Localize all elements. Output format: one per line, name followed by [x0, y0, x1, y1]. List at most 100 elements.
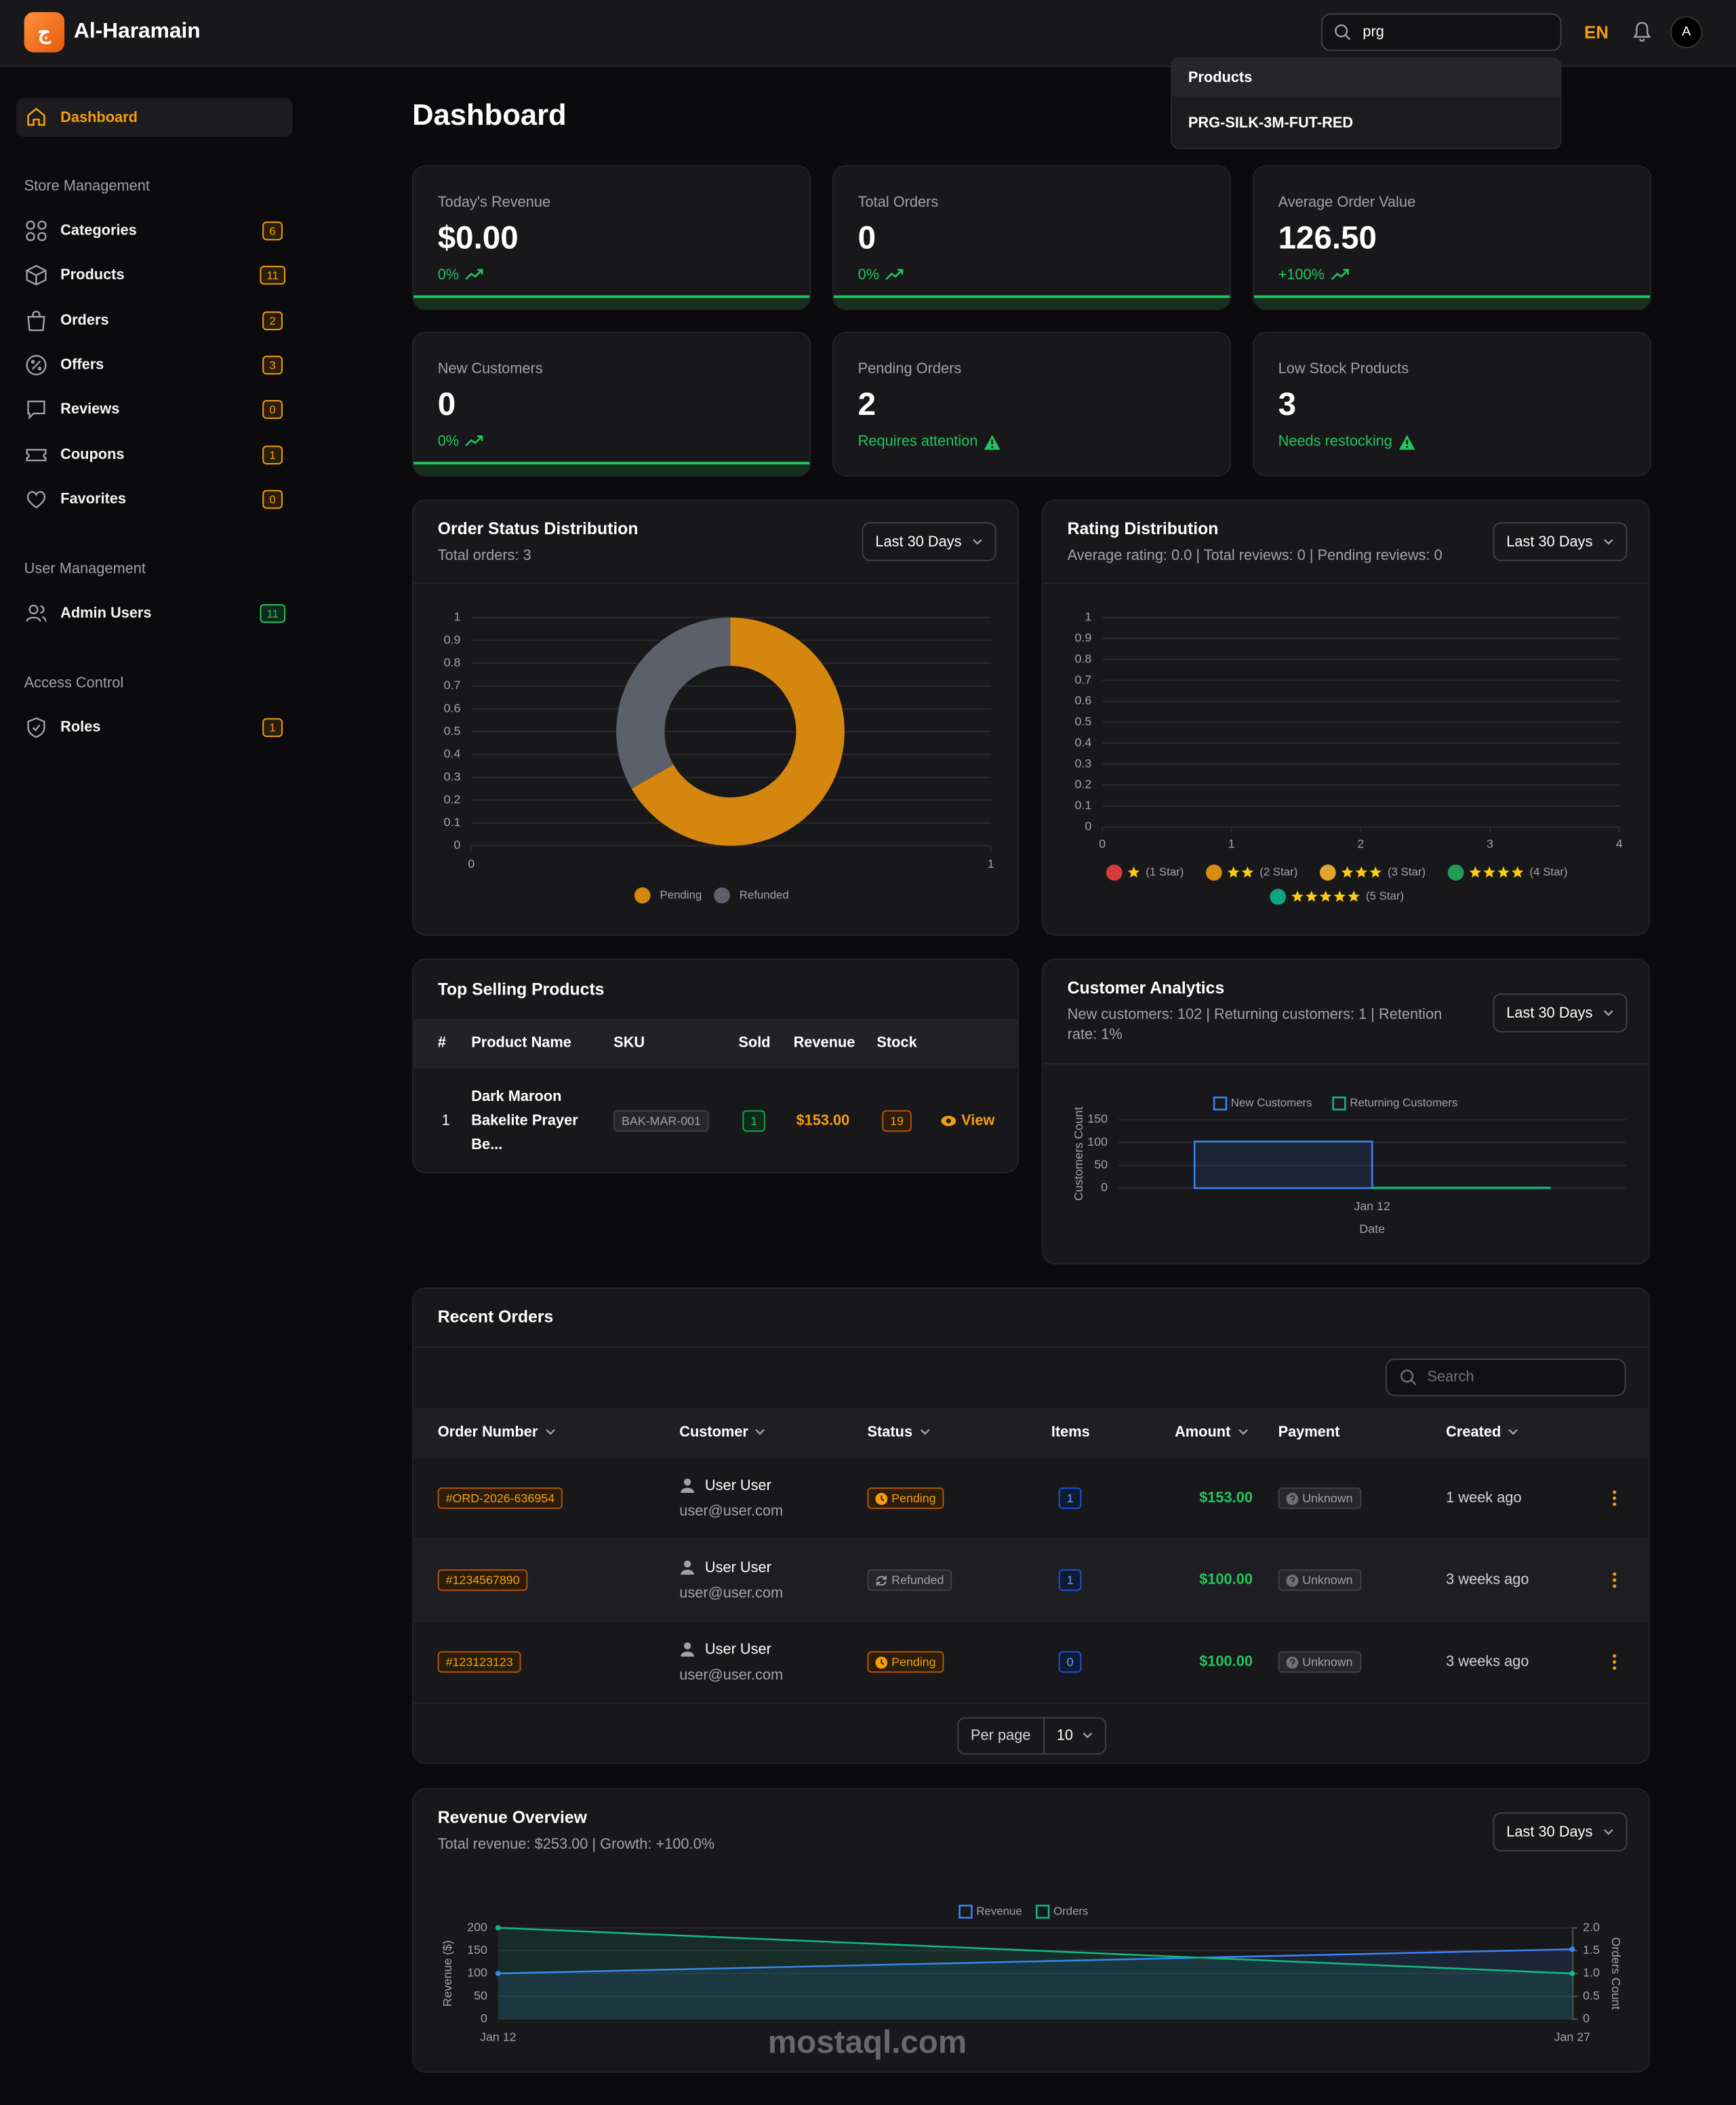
icon-part: [26, 232, 35, 241]
sidebar-item[interactable]: Reviews 0: [16, 391, 293, 428]
y-tick-label: 0.5: [444, 724, 461, 738]
row-menu[interactable]: [1613, 1654, 1617, 1670]
sidebar-item[interactable]: Products 11: [16, 257, 293, 294]
period-label: Last 30 Days: [1506, 1005, 1593, 1022]
sidebar-item-label: Categories: [60, 222, 137, 239]
stat-note-text: 0%: [437, 433, 460, 450]
donut-slice: [631, 617, 845, 846]
column-header[interactable]: Customer: [679, 1424, 765, 1441]
y2-tick-label: 0: [1583, 2011, 1590, 2025]
icon-part: [1613, 1496, 1617, 1500]
period-select[interactable]: Last 30 Days: [1493, 1812, 1628, 1851]
avatar[interactable]: A: [1670, 16, 1703, 49]
icon-part: [1604, 1010, 1613, 1016]
legend-star: [1127, 866, 1140, 878]
sidebar-icon: [26, 220, 47, 241]
sidebar-item-label: Offers: [60, 357, 104, 374]
stat-note: Requires attention: [858, 434, 1001, 449]
logo: ج: [24, 12, 65, 53]
y-tick-label: 0.8: [1075, 651, 1092, 665]
column-header[interactable]: Status: [868, 1424, 929, 1441]
search-input: prg: [1362, 24, 1384, 41]
y-tick-label: 0.2: [444, 793, 461, 806]
icon-part: [26, 491, 46, 508]
legend-swatch: [1447, 864, 1464, 881]
stat-progress: [413, 295, 810, 298]
brand-name: Al-Haramain: [73, 20, 201, 43]
column-header: Revenue: [793, 1035, 855, 1051]
y-tick-label: 0.3: [1075, 757, 1092, 770]
period-select[interactable]: Last 30 Days: [1493, 993, 1628, 1033]
stat-card: Today's Revenue $0.00 0%: [412, 165, 811, 310]
count-badge: 2: [262, 310, 283, 330]
order-number[interactable]: #ORD-2026-636954: [437, 1487, 563, 1509]
sold-badge: 1: [742, 1110, 766, 1132]
icon-part: [26, 220, 47, 241]
chart: 0 50 100 150 200 0 0.5 1.0 1.5 2.0 Jan 12 Jan 27 Rev…: [441, 1904, 1623, 2043]
legend-label: Refunded: [740, 888, 789, 901]
icon-part: [876, 1575, 887, 1586]
per-page-select[interactable]: Per page 10: [957, 1717, 1107, 1755]
sidebar-item[interactable]: Admin Users 11: [16, 595, 293, 632]
stat-note: 0%: [438, 267, 483, 283]
count-badge: 0: [262, 489, 283, 509]
row-menu[interactable]: [1613, 1490, 1617, 1506]
line: [498, 1948, 1573, 1975]
y-tick-label: 0.6: [444, 701, 461, 715]
column-header[interactable]: Created: [1446, 1424, 1518, 1441]
stat-value: 2: [857, 386, 876, 423]
table-search[interactable]: Search: [1386, 1358, 1626, 1397]
x-axis-title: Date: [1359, 1222, 1385, 1236]
icon-part: [1613, 1654, 1617, 1658]
column-header[interactable]: Amount: [1175, 1424, 1247, 1441]
payment-icon: [1286, 1656, 1299, 1668]
x-tick-label: 0: [468, 857, 475, 870]
period-select[interactable]: Last 30 Days: [1493, 522, 1628, 561]
y-tick-label: 0.4: [444, 747, 461, 761]
row-menu[interactable]: [1613, 1572, 1617, 1588]
y-tick-label: 0.8: [444, 656, 461, 669]
stat-label: Today's Revenue: [437, 195, 551, 211]
column-header[interactable]: Order Number: [438, 1424, 555, 1441]
created: 3 weeks ago: [1446, 1571, 1529, 1588]
column-header: Stock: [876, 1035, 917, 1051]
chart-title: Order Status Distribution: [437, 519, 639, 539]
x-tick-label: Jan 12: [1354, 1199, 1390, 1213]
sidebar-item[interactable]: Favorites 0: [16, 481, 293, 518]
order-number[interactable]: #123123123: [437, 1651, 521, 1673]
order-number[interactable]: #1234567890: [437, 1569, 528, 1591]
cell-product-name: Dark Maroon Bakelite Prayer Be...: [471, 1088, 578, 1154]
payment-icon: [1286, 1573, 1299, 1586]
icon-part: [1289, 1494, 1295, 1502]
y-tick-label: 200: [467, 1920, 487, 1933]
icon-part: [683, 1642, 691, 1649]
stat-note-text: 0%: [857, 267, 880, 283]
items-badge: 0: [1058, 1651, 1082, 1673]
view-button[interactable]: View: [941, 1113, 994, 1129]
chart: 0 50 100 150 Jan 12 Customers Count Date New Cu…: [1072, 1096, 1626, 1236]
column-header: #: [437, 1035, 446, 1051]
sidebar-item[interactable]: Coupons 1: [16, 436, 293, 473]
period-select[interactable]: Last 30 Days: [862, 522, 996, 561]
y-tick-label: 1: [1085, 610, 1091, 624]
sidebar-item[interactable]: Categories 6: [16, 212, 293, 249]
top-selling-card: Top Selling Products # Product Name SKU Sold…: [412, 958, 1020, 1174]
sidebar-icon: [27, 310, 45, 331]
table-title: Top Selling Products: [437, 980, 605, 999]
y2-tick-label: 2.0: [1583, 1920, 1600, 1933]
icon-part: [681, 1569, 695, 1575]
stat-label: Total Orders: [857, 195, 939, 211]
stat-card: Average Order Value 126.50 +100%: [1252, 165, 1652, 310]
sidebar-active-item[interactable]: Dashboard: [16, 98, 293, 137]
sidebar-item[interactable]: Offers 3: [16, 346, 293, 384]
search-box[interactable]: prg: [1320, 13, 1562, 52]
y-tick-label: 150: [467, 1943, 487, 1957]
sidebar-item[interactable]: Orders 2: [16, 302, 293, 339]
chart-card: 0 50 100 150 200 0 0.5 1.0 1.5 2.0 Jan 12 Jan 27 Rev…: [412, 1788, 1651, 2073]
eye-icon: [941, 1115, 956, 1127]
sidebar-item[interactable]: Roles 1: [16, 709, 293, 746]
legend-star: [1369, 866, 1381, 878]
stat-progress-track: [833, 298, 1230, 309]
icon-part: [881, 1658, 885, 1664]
column-header-label: Customer: [679, 1424, 748, 1441]
